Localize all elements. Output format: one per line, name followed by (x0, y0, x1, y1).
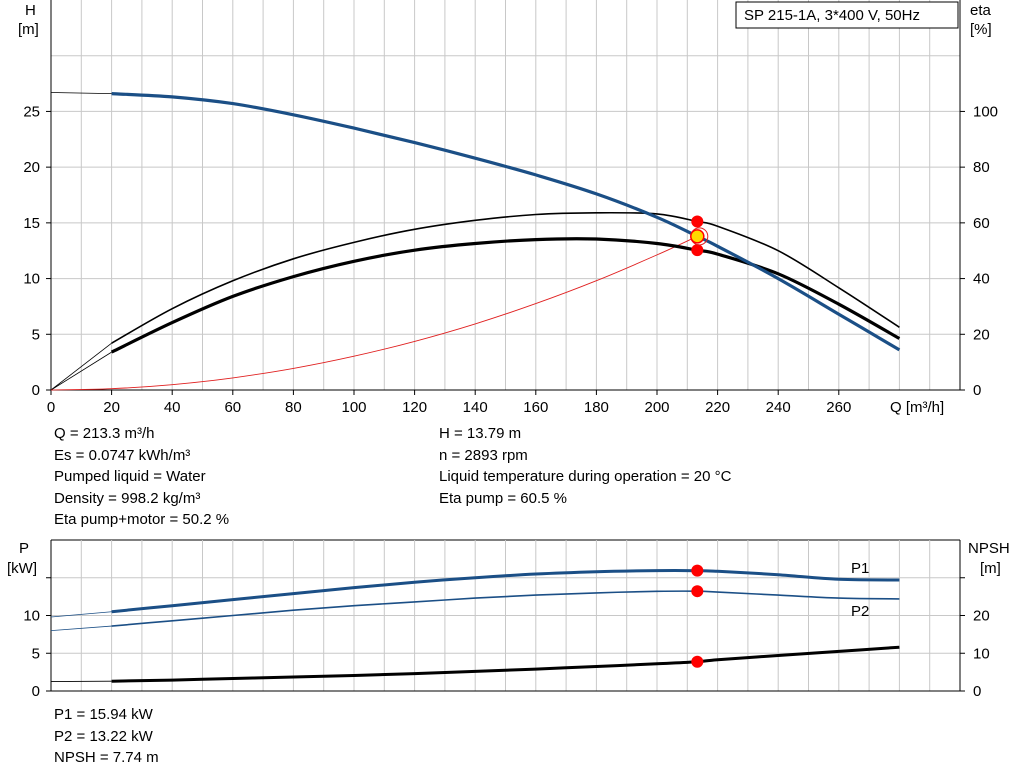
y-right-axis-unit: [%] (970, 21, 992, 38)
y-right-axis-unit: [m] (980, 560, 1001, 577)
y-left-axis-label: H (25, 2, 36, 19)
x-tick-label: 120 (402, 399, 427, 416)
readout-specific-energy: Es = 0.0747 kWh/m³ (54, 446, 191, 464)
y-right-axis-label: NPSH (968, 540, 1010, 557)
x-tick-label: 140 (463, 399, 488, 416)
y-left-tick-label: 10 (23, 608, 40, 625)
x-tick-label: 200 (644, 399, 669, 416)
y-right-tick-label: 10 (973, 645, 990, 662)
x-tick-label: 180 (584, 399, 609, 416)
p2-curve (111, 590, 900, 627)
y-right-tick-label: 0 (973, 683, 981, 700)
npsh-curve (111, 645, 900, 683)
readout-flow: Q = 213.3 m³/h (54, 425, 155, 442)
duty-point (690, 229, 705, 244)
title-text: SP 215-1A, 3*400 V, 50Hz (744, 7, 920, 24)
eta-pump-operating-point (691, 215, 704, 228)
readout-pumped-liquid: Pumped liquid = Water (54, 468, 206, 485)
head-curve (111, 92, 901, 352)
y-left-tick-label: 15 (23, 215, 40, 232)
x-tick-label: 40 (164, 399, 181, 416)
x-tick-label: 80 (285, 399, 302, 416)
x-tick-label: 260 (826, 399, 851, 416)
readout-right: H = 13.79 m n = 2893 rpm Liquid temperat… (439, 423, 731, 509)
y-right-tick-label: 80 (973, 159, 990, 176)
eta-pump-motor-operating-point (691, 244, 704, 257)
readout-bottom: P1 = 15.94 kW P2 = 13.22 kW NPSH = 7.74 … (54, 704, 159, 769)
x-tick-label: 160 (523, 399, 548, 416)
x-tick-label: 220 (705, 399, 730, 416)
readout-eta-pump-motor: Eta pump+motor = 50.2 % (54, 511, 230, 528)
y-left-tick-label: 20 (23, 159, 40, 176)
readout-eta-pump: Eta pump = 60.5 % (439, 489, 567, 507)
y-right-tick-label: 60 (973, 215, 990, 232)
eta-pump-motor-extension (50, 351, 112, 391)
y-left-tick-label: 0 (32, 382, 40, 399)
power-npsh-chart: 0 5 10 0 10 20 P [kW] NPSH [m] P1 P2 (7, 539, 1010, 700)
head-curve-extension (50, 92, 112, 94)
x-axis-label: Q [m³/h] (890, 399, 944, 416)
y-right-axis-label: eta (970, 2, 992, 19)
readout-liquid-temperature: Liquid temperature during operation = 20… (439, 468, 732, 485)
y-right-tick-label: 0 (973, 382, 981, 399)
y-left-tick-label: 0 (32, 683, 40, 700)
p2-curve-label: P2 (851, 603, 869, 620)
eta-pump-motor-curve (110, 237, 901, 354)
p1-operating-point (691, 564, 704, 577)
readout-left: Q = 213.3 m³/h Es = 0.0747 kWh/m³ Pumped… (54, 423, 229, 531)
x-tick-label: 100 (341, 399, 366, 416)
readout-p2: P2 = 13.22 kW (54, 727, 153, 745)
x-tick-label: 20 (103, 399, 120, 416)
x-tick-label: 0 (47, 399, 55, 416)
readout-p1: P1 = 15.94 kW (54, 706, 153, 723)
p2-curve-extension (50, 625, 112, 631)
x-tick-label: 60 (224, 399, 241, 416)
y-right-tick-label: 20 (973, 608, 990, 625)
head-efficiency-chart: 0 20 40 60 80 100 120 140 160 180 200 220 240 2600510… (18, 0, 998, 416)
y-right-tick-label: 20 (973, 326, 990, 343)
eta-pump-extension (50, 342, 112, 391)
y-left-tick-label: 10 (23, 271, 40, 288)
p2-operating-point (691, 585, 704, 598)
y-left-axis-unit: [kW] (7, 560, 37, 577)
y-left-tick-label: 25 (23, 103, 40, 120)
readout-head: H = 13.79 m (439, 425, 522, 442)
y-left-tick-label: 5 (32, 645, 40, 662)
p1-curve-extension (50, 611, 112, 618)
y-left-axis-label: P (19, 540, 29, 557)
readout-npsh: NPSH = 7.74 m (54, 749, 159, 766)
npsh-operating-point (691, 655, 704, 668)
y-right-tick-label: 100 (973, 103, 998, 120)
title-box: SP 215-1A, 3*400 V, 50Hz (735, 1, 959, 29)
readout-density: Density = 998.2 kg/m³ (54, 489, 201, 507)
y-right-tick-label: 40 (973, 271, 990, 288)
y-left-axis-unit: [m] (18, 21, 39, 38)
x-tick-label: 240 (766, 399, 791, 416)
p1-curve (111, 568, 900, 614)
readout-speed: n = 2893 rpm (439, 446, 528, 464)
system-curve (50, 235, 698, 391)
p1-curve-label: P1 (851, 560, 869, 577)
y-left-tick-label: 5 (32, 326, 40, 343)
eta-pump-curve (111, 211, 900, 344)
